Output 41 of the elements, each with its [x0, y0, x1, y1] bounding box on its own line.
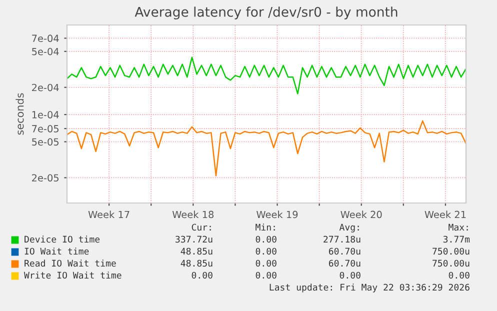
legend-label: Read IO Wait time — [24, 260, 116, 267]
x-tick-label: Week 18 — [172, 210, 214, 218]
text: 60.70u — [328, 260, 360, 267]
legend-label: Write IO Wait time — [24, 272, 122, 279]
text: 0.00 — [256, 272, 276, 279]
y-tick-label: 2e-05 — [32, 174, 59, 182]
text: Cur: — [192, 224, 211, 231]
legend-label: IO Wait time — [24, 248, 89, 255]
text: Avg: — [339, 224, 359, 232]
line-series — [67, 120, 466, 176]
text: 0.00 — [340, 272, 360, 279]
x-tick-label: Week 20 — [340, 210, 382, 218]
y-tick-label: 5e-05 — [32, 138, 59, 146]
chart-title: Average latency for /dev/sr0 - by month — [134, 6, 398, 20]
line-series — [67, 56, 466, 94]
text: Max: — [448, 224, 468, 231]
text: Min: — [256, 224, 275, 231]
text: 48.85u — [180, 248, 212, 255]
text: 277.18u — [324, 236, 360, 243]
text: 337.72u — [176, 236, 212, 243]
y-tick-label: 7e-05 — [32, 125, 59, 132]
text: 750.00u — [432, 248, 470, 255]
text: 3.77m — [443, 236, 470, 243]
text: 0.00 — [256, 248, 276, 255]
y-tick-label: 5e-04 — [32, 48, 59, 56]
text: 60.70u — [328, 248, 360, 255]
text: 0.00 — [448, 272, 470, 279]
text: 0.00 — [256, 236, 276, 243]
y-tick-label: 7e-04 — [32, 34, 59, 42]
x-tick-label: Week 17 — [88, 210, 130, 218]
y-tick-label: 1e-04 — [32, 111, 59, 118]
x-tick-label: Week 21 — [424, 210, 466, 218]
text: Last update: Fri May 22 03:36:29 2026 — [270, 284, 470, 292]
legend-label: Device IO time — [24, 236, 100, 243]
text: 750.00u — [432, 260, 470, 267]
y-tick-label: 2e-04 — [32, 84, 59, 92]
y-axis-title: seconds — [16, 93, 24, 135]
x-tick-label: Week 19 — [256, 210, 298, 218]
text: 48.85u — [180, 260, 212, 267]
text: 0.00 — [256, 260, 276, 267]
text: 0.00 — [192, 272, 212, 279]
